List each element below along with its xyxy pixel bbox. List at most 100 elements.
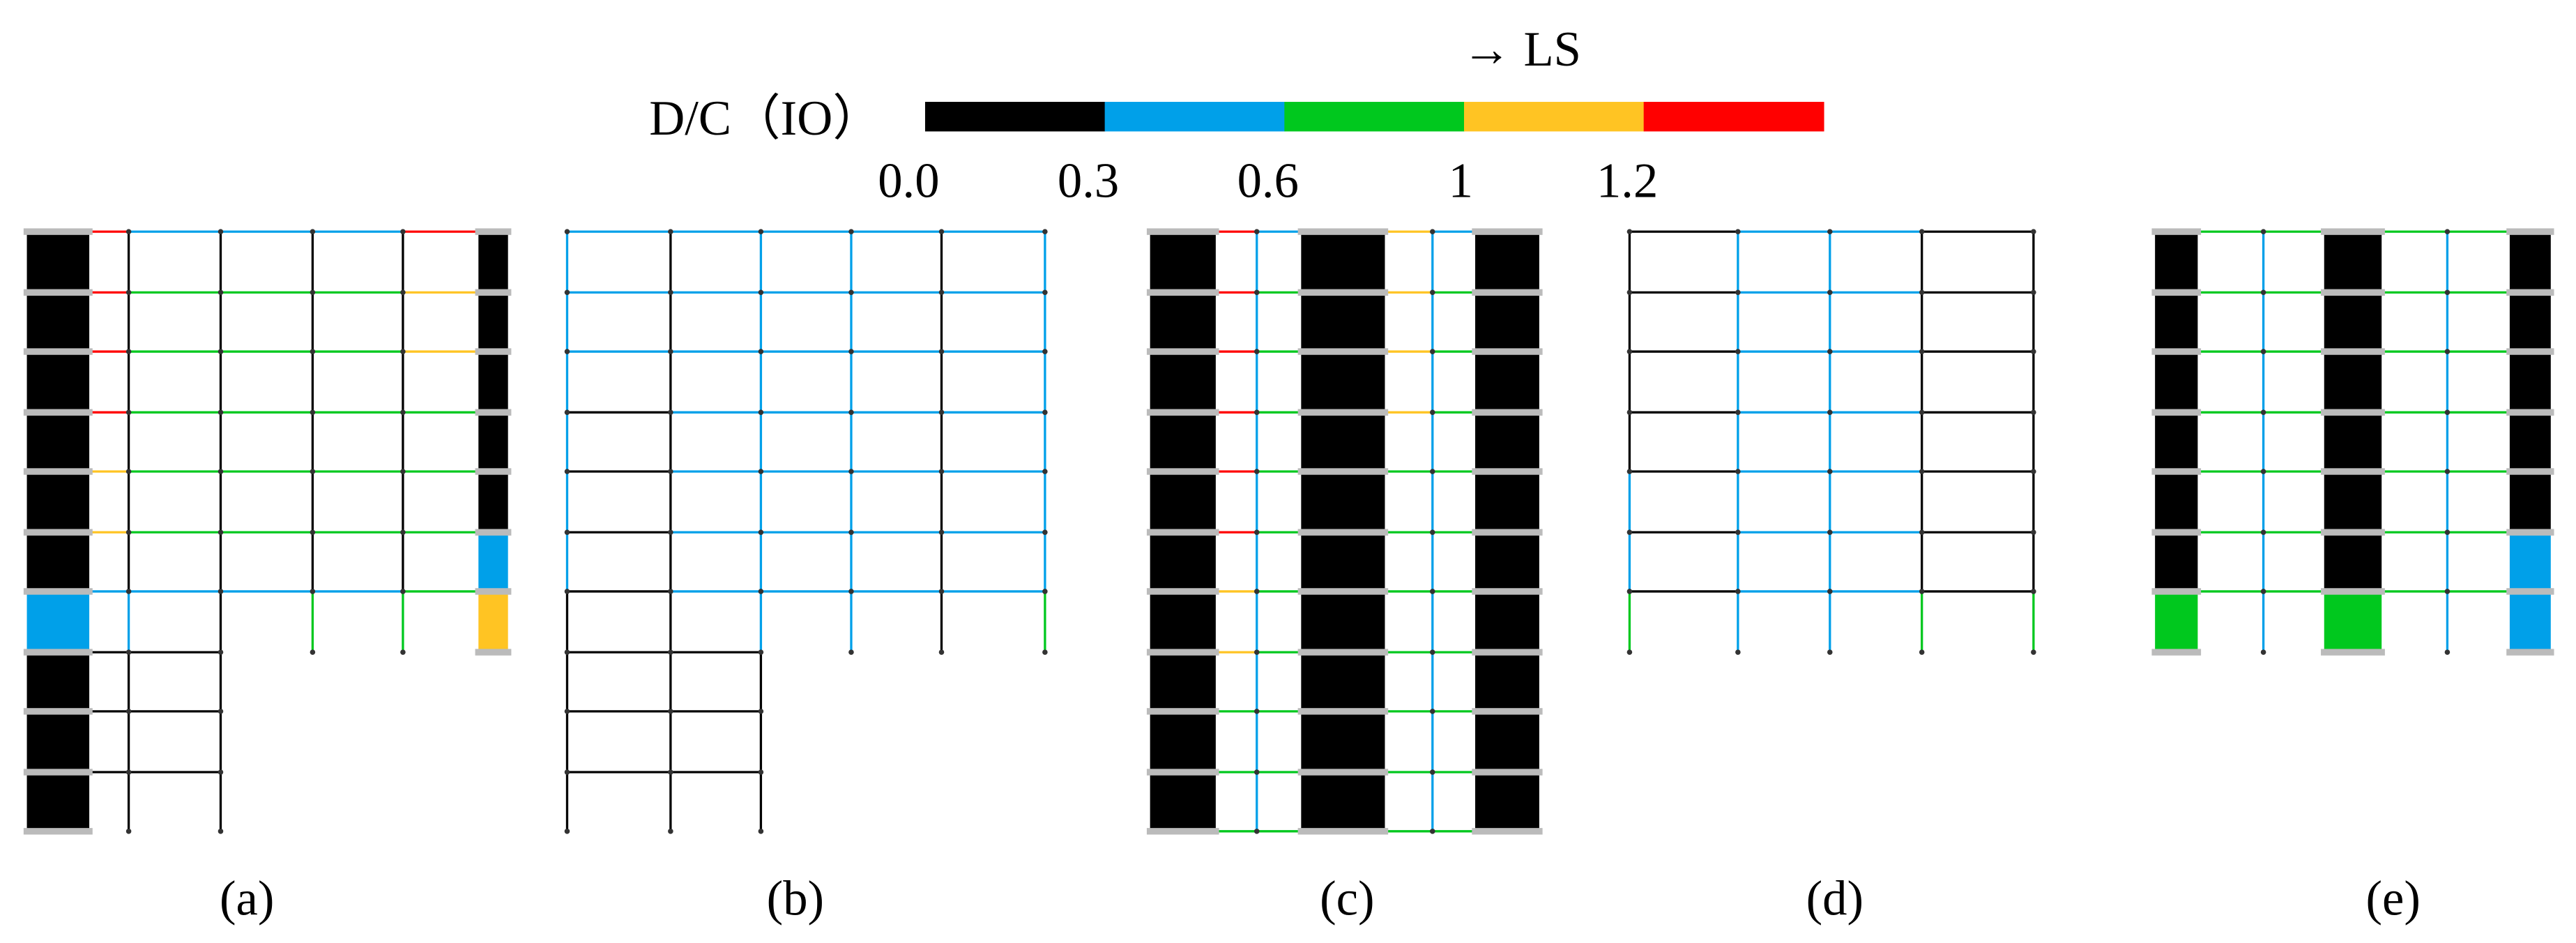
slab <box>2321 588 2385 595</box>
node <box>125 709 132 714</box>
node <box>2444 589 2451 594</box>
slab <box>2151 228 2202 235</box>
node <box>668 829 673 834</box>
node <box>1626 529 1633 535</box>
node <box>1253 409 1260 415</box>
node <box>400 649 406 655</box>
node <box>758 709 764 714</box>
node <box>1042 229 1048 234</box>
slab <box>1146 228 1219 235</box>
node <box>758 469 764 474</box>
wall <box>26 591 90 653</box>
node <box>1430 529 1435 535</box>
node <box>668 289 673 296</box>
node <box>1827 229 1833 234</box>
node <box>1430 769 1435 775</box>
slab <box>1472 409 1543 416</box>
slab <box>1297 769 1389 776</box>
slab <box>2506 468 2554 475</box>
node <box>1430 349 1435 354</box>
node <box>1042 469 1048 474</box>
node <box>2260 589 2266 594</box>
node <box>564 349 570 354</box>
node <box>938 289 945 296</box>
node <box>564 589 570 594</box>
node <box>2031 469 2036 474</box>
node <box>1253 529 1260 535</box>
node <box>668 469 673 474</box>
node <box>1430 409 1435 415</box>
node <box>125 529 132 535</box>
node <box>668 709 673 714</box>
node <box>1626 349 1633 354</box>
node <box>310 589 316 594</box>
slab <box>1472 228 1543 235</box>
node <box>1827 409 1833 415</box>
node <box>758 289 764 296</box>
node <box>848 589 854 594</box>
node <box>668 529 673 535</box>
slab <box>1146 348 1219 355</box>
node <box>1253 769 1260 775</box>
node <box>125 829 132 834</box>
legend-swatch <box>924 102 1106 132</box>
slab <box>23 228 93 235</box>
slab <box>2506 289 2554 296</box>
node <box>310 229 316 234</box>
node <box>668 409 673 415</box>
node <box>218 589 224 594</box>
node <box>668 229 673 234</box>
node <box>218 709 224 714</box>
node <box>2444 469 2451 474</box>
node <box>1626 229 1633 234</box>
node <box>1253 469 1260 474</box>
slab <box>2151 649 2202 656</box>
slab <box>475 289 512 296</box>
node <box>1253 349 1260 354</box>
slab <box>1297 348 1389 355</box>
legend-swatch <box>1463 102 1645 132</box>
node <box>218 349 224 354</box>
node <box>564 409 570 415</box>
node <box>938 589 945 594</box>
node <box>1735 529 1741 535</box>
node <box>1919 529 1925 535</box>
node <box>218 829 224 834</box>
slab <box>1297 468 1389 475</box>
slab <box>475 529 512 536</box>
legend-swatch <box>1104 102 1286 132</box>
node <box>1919 349 1925 354</box>
slab <box>1146 708 1219 715</box>
node <box>125 769 132 775</box>
node <box>400 409 406 415</box>
slab <box>475 409 512 416</box>
node <box>1827 469 1833 474</box>
slab <box>1472 348 1543 355</box>
node <box>2031 289 2036 296</box>
node <box>1919 409 1925 415</box>
slab <box>1472 828 1543 835</box>
slab <box>2151 289 2202 296</box>
node <box>668 349 673 354</box>
node <box>218 469 224 474</box>
slab <box>1472 468 1543 475</box>
node <box>1042 349 1048 354</box>
slab <box>1146 769 1219 776</box>
node <box>1735 649 1741 655</box>
node <box>564 709 570 714</box>
wall <box>478 532 508 591</box>
node <box>1253 589 1260 594</box>
node <box>1430 229 1435 234</box>
node <box>2260 649 2266 655</box>
wall <box>2324 591 2382 653</box>
node <box>125 409 132 415</box>
node <box>2260 469 2266 474</box>
node <box>125 229 132 234</box>
slab <box>23 348 93 355</box>
slab <box>1472 649 1543 656</box>
node <box>938 229 945 234</box>
slab <box>1146 649 1219 656</box>
wall <box>2509 232 2551 533</box>
node <box>2031 409 2036 415</box>
